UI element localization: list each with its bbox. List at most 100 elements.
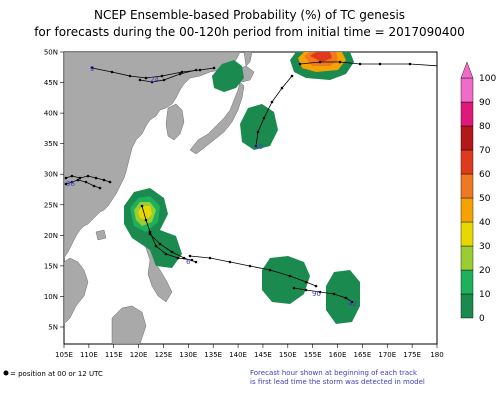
track-point xyxy=(270,100,274,104)
colorbar-segment xyxy=(460,101,474,127)
track-point xyxy=(332,292,336,296)
track-point xyxy=(228,260,232,264)
lon-tick-label: 175E xyxy=(403,351,421,359)
colorbar-segment xyxy=(460,197,474,223)
track-point xyxy=(150,80,154,84)
lat-tick-label: 5N xyxy=(48,324,58,332)
track-point xyxy=(154,244,158,248)
track-point xyxy=(108,180,112,184)
colorbar-label: 30 xyxy=(479,242,491,252)
lat-tick-label: 35N xyxy=(44,140,58,148)
track-point xyxy=(148,230,152,234)
colorbar-label: 10 xyxy=(479,290,491,300)
colorbar-arrow xyxy=(460,61,474,79)
colorbar-segment xyxy=(460,245,474,271)
colorbar-segment xyxy=(460,77,474,103)
prob-patch-central-pacific xyxy=(262,256,310,304)
track-point xyxy=(78,176,82,180)
lon-tick-label: 130E xyxy=(179,351,197,359)
lat-tick-group: 5N 10N 15N 20N 25N 30N 35N 40N 45N 50N xyxy=(44,49,64,332)
track-point xyxy=(304,288,308,292)
land-hainan xyxy=(95,229,107,241)
colorbar-segment xyxy=(460,221,474,247)
track-point xyxy=(358,62,362,66)
prob-patch-north-3 xyxy=(310,52,332,62)
colorbar-label: 0 xyxy=(479,314,485,324)
track-point xyxy=(178,72,182,76)
track-point xyxy=(94,176,98,180)
land-sakhalin xyxy=(243,52,253,67)
track-label: 40 xyxy=(254,143,263,151)
track-point xyxy=(144,218,148,222)
lat-tick-label: 50N xyxy=(44,49,58,57)
track-point xyxy=(256,130,260,134)
track-point xyxy=(198,68,202,72)
land-indochina xyxy=(64,257,89,325)
track-point xyxy=(128,74,132,78)
prob-patch-luzon-3 xyxy=(138,206,152,220)
colorbar-segment xyxy=(460,269,474,295)
colorbar-segment xyxy=(460,125,474,151)
lat-tick-label: 15N xyxy=(44,262,58,270)
lat-tick-label: 25N xyxy=(44,201,58,209)
track-label: 42 xyxy=(348,300,357,308)
lon-tick-group: 105E 110E 115E 120E 125E 130E 135E 140E 145E 150E… xyxy=(55,344,444,359)
lon-tick-label: 165E xyxy=(354,351,372,359)
track-point xyxy=(344,296,348,300)
track-point xyxy=(378,62,382,66)
track-point xyxy=(64,182,68,186)
colorbar-label: 20 xyxy=(479,266,491,276)
legend-dot-icon xyxy=(3,370,9,376)
chart-subtitle: for forecasts during the 00-120h period … xyxy=(34,25,465,39)
lon-tick-label: 115E xyxy=(105,351,123,359)
colorbar-label: 70 xyxy=(479,146,491,156)
track-point xyxy=(194,260,198,264)
lat-tick-label: 40N xyxy=(44,110,58,118)
track-point xyxy=(288,274,292,278)
lon-tick-label: 145E xyxy=(254,351,272,359)
track-point xyxy=(158,242,162,246)
prob-patch-ne-asia xyxy=(212,60,244,92)
land-japan xyxy=(189,81,245,155)
lon-tick-label: 160E xyxy=(329,351,347,359)
lon-tick-label: 135E xyxy=(204,351,222,359)
track-point xyxy=(76,178,80,182)
track-points xyxy=(64,60,412,304)
track-point xyxy=(292,286,296,290)
track-point xyxy=(176,256,180,260)
land-korea xyxy=(165,103,185,141)
track-label: 24 xyxy=(150,76,159,84)
track-point xyxy=(140,204,144,208)
probability-layer xyxy=(124,52,360,324)
track-point xyxy=(338,60,342,64)
forecast-hour-note-line1: Forecast hour shown at beginning of each… xyxy=(250,369,418,377)
track-point xyxy=(102,178,106,182)
track-point xyxy=(268,268,272,272)
track-label: 96 xyxy=(66,180,75,188)
colorbar-segment xyxy=(460,293,474,319)
track-point xyxy=(92,184,96,188)
forecast-hour-note: Forecast hour shown at beginning of each… xyxy=(250,369,425,387)
track-point xyxy=(194,68,198,72)
track-point xyxy=(64,176,68,180)
lon-tick-label: 125E xyxy=(155,351,173,359)
track-point xyxy=(70,174,74,178)
lat-tick-label: 45N xyxy=(44,79,58,87)
track-point xyxy=(84,180,88,184)
track-point xyxy=(162,78,166,82)
lon-tick-label: 140E xyxy=(229,351,247,359)
track-label: 6 xyxy=(186,258,191,266)
track-point xyxy=(188,254,192,258)
lon-tick-label: 170E xyxy=(378,351,396,359)
colorbar-label: 50 xyxy=(479,194,491,204)
track-point xyxy=(98,186,102,190)
track-point xyxy=(290,74,294,78)
track-point xyxy=(262,116,266,120)
colorbar-segment xyxy=(460,173,474,199)
track-point xyxy=(110,70,114,74)
position-legend: = position at 00 or 12 UTC xyxy=(10,370,103,378)
track-point xyxy=(318,290,322,294)
colorbar-label: 90 xyxy=(479,98,491,108)
lat-tick-label: 30N xyxy=(44,171,58,179)
